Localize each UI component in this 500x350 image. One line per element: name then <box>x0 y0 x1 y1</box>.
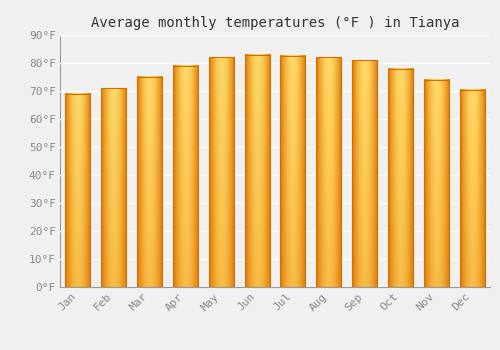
Bar <box>388 69 413 287</box>
Bar <box>137 77 162 287</box>
Bar <box>208 57 234 287</box>
Bar <box>424 80 449 287</box>
Bar <box>460 90 484 287</box>
Bar <box>352 60 377 287</box>
Bar <box>173 66 198 287</box>
Title: Average monthly temperatures (°F ) in Tianya: Average monthly temperatures (°F ) in Ti… <box>91 16 459 30</box>
Bar <box>66 94 90 287</box>
Bar <box>101 88 126 287</box>
Bar <box>244 55 270 287</box>
Bar <box>280 56 305 287</box>
Bar <box>316 57 342 287</box>
